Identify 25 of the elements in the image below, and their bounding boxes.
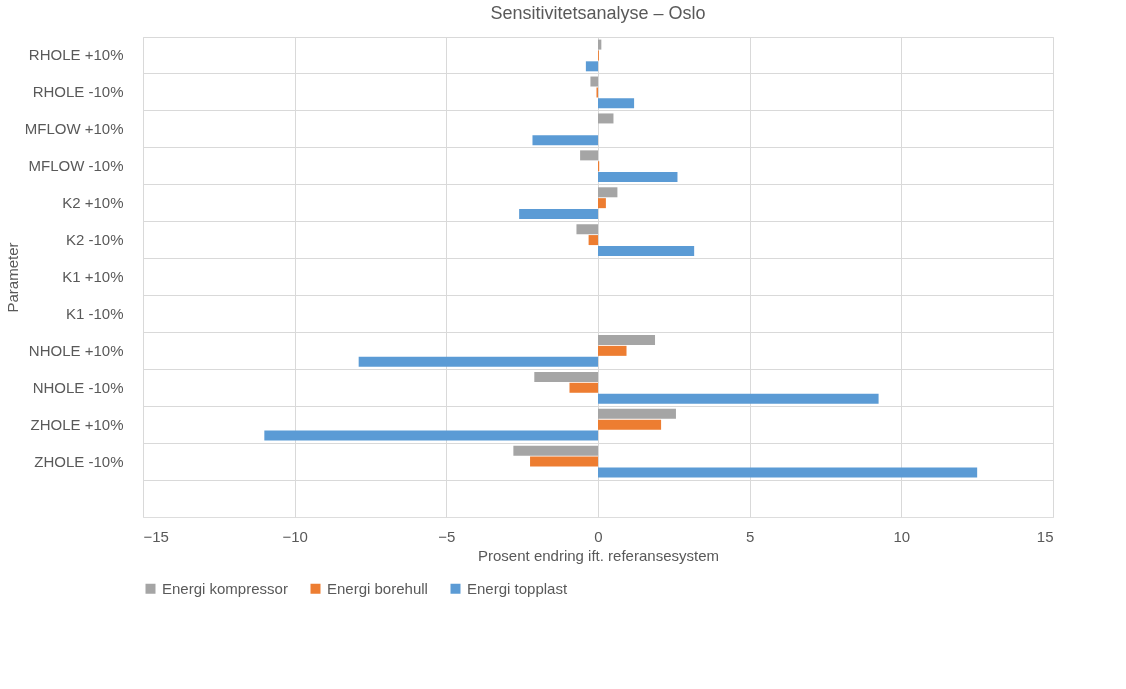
x-tick-label: −15 [143,527,169,545]
y-tick-label: NHOLE -10% [32,378,124,396]
y-tick-label: ZHOLE +10% [30,415,124,433]
x-tick-label: 0 [594,527,603,545]
y-tick-label: K2 +10% [62,194,124,212]
y-tick-label: K2 -10% [65,231,124,249]
x-axis-title: Prosent endring ift. referansesystem [478,546,719,564]
y-tick-label: NHOLE +10% [28,341,124,359]
x-tick-label: 10 [893,527,911,545]
y-tick-label: K1 +10% [62,268,124,285]
y-tick-label: MFLOW -10% [28,157,124,175]
chart-title: Sensitivitetsanalyse – Oslo [490,3,706,23]
legend-label: Energi topplast [467,579,568,597]
x-tick-label: 15 [1036,527,1054,545]
legend-label: Energi kompressor [162,579,288,597]
y-tick-label: MFLOW +10% [24,120,124,138]
y-tick-label: K1 -10% [65,304,124,322]
y-tick-label: RHOLE +10% [28,46,124,64]
y-tick-label: ZHOLE -10% [34,452,124,470]
y-axis-title: Parameter [3,242,21,313]
x-tick-label: −10 [282,527,308,545]
x-tick-label: 5 [745,527,755,545]
legend-label: Energi borehull [327,579,428,597]
y-tick-label: RHOLE -10% [32,83,124,101]
x-tick-label: −5 [438,527,456,545]
